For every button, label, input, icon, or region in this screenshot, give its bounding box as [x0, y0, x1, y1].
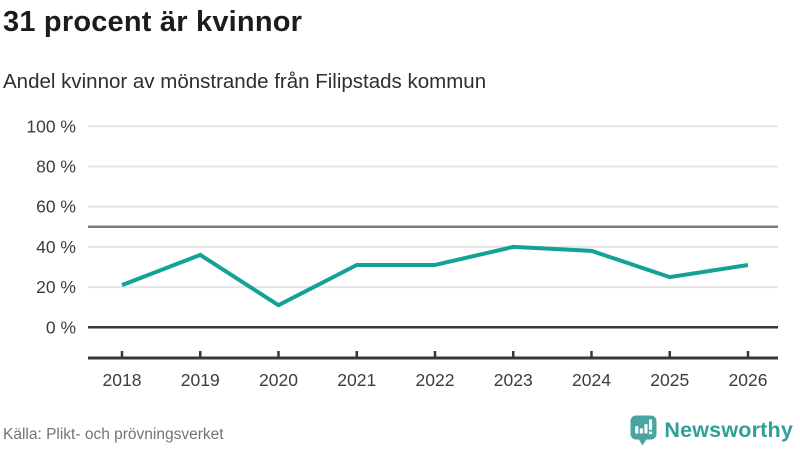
x-axis-tick-label: 2018: [103, 370, 142, 390]
y-axis-tick-label: 40 %: [36, 237, 76, 257]
x-axis-tick-label: 2025: [650, 370, 689, 390]
x-axis-tick-label: 2020: [259, 370, 298, 390]
line-chart: 0 % 20 % 40 % 60 % 80 % 100 % 2018 2019 2020 2021…: [26, 116, 778, 390]
x-axis-tick-label: 2023: [494, 370, 533, 390]
y-axis-tick-label: 0 %: [46, 317, 76, 337]
newsworthy-logo-text: Newsworthy: [664, 418, 793, 442]
y-axis-tick-label: 20 %: [36, 277, 76, 297]
newsworthy-logo: Newsworthy: [630, 415, 793, 446]
x-axis-tick-label: 2021: [337, 370, 376, 390]
source-note: Källa: Plikt- och prövningsverket: [3, 426, 224, 443]
data-line-andel-kvinnor: [121, 244, 749, 308]
y-axis-tick-label: 60 %: [36, 197, 76, 217]
x-axis-tick-label: 2024: [572, 370, 611, 390]
page-title: 31 procent är kvinnor: [3, 6, 303, 38]
y-axis-tick-label: 80 %: [36, 157, 76, 177]
newsworthy-bar-chart-bubble-icon: [630, 415, 657, 446]
x-axis-tick-label: 2026: [729, 370, 768, 390]
chart-subtitle: Andel kvinnor av mönstrande från Filipst…: [3, 70, 487, 93]
x-axis-tick-label: 2019: [181, 370, 220, 390]
y-axis-tick-label: 100 %: [26, 116, 76, 136]
x-axis-tick-label: 2022: [416, 370, 455, 390]
